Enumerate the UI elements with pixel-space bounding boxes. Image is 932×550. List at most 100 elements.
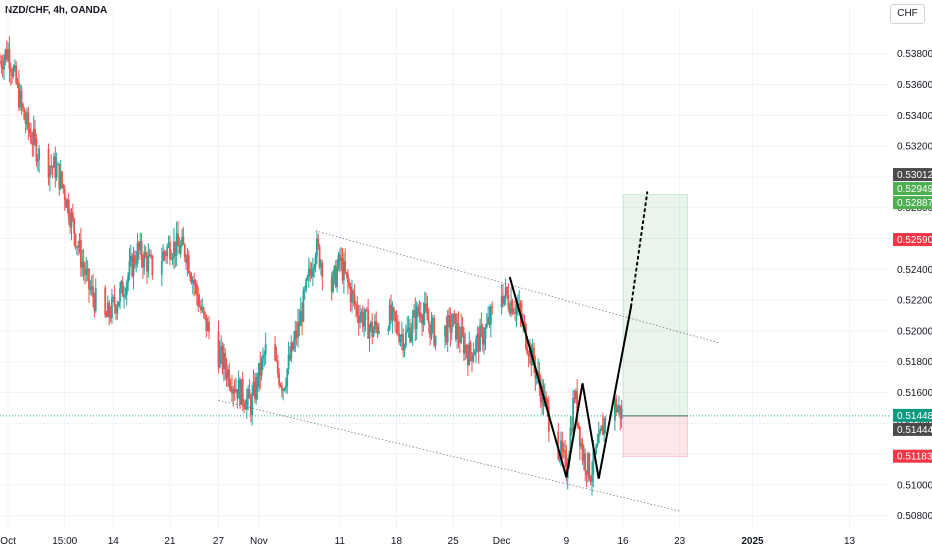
candle-body — [57, 163, 59, 165]
currency-button[interactable]: CHF — [890, 4, 925, 24]
candle-body — [456, 323, 459, 340]
candle-body — [363, 320, 365, 327]
candle-body — [144, 251, 147, 258]
candle-body — [289, 354, 291, 360]
candle-body — [233, 389, 236, 392]
candle-body — [545, 396, 548, 401]
candle-body — [77, 246, 80, 248]
candle-body — [185, 257, 187, 264]
candle-body — [422, 313, 425, 324]
candle-body — [129, 255, 132, 261]
candle-body — [35, 138, 38, 162]
candle-body — [344, 261, 347, 273]
candle-body — [150, 254, 152, 256]
candle-body — [369, 321, 372, 328]
candle-body — [120, 281, 123, 289]
candle-body — [132, 255, 135, 277]
candle-body — [171, 257, 174, 259]
candle-body — [50, 166, 53, 168]
candle-body — [178, 245, 181, 254]
candle-body — [8, 48, 11, 69]
candle-body — [74, 233, 77, 247]
candle-body — [614, 399, 616, 421]
candle-body — [284, 385, 287, 389]
candle-body — [591, 474, 593, 483]
x-tick-label: 16 — [617, 536, 629, 547]
candle-body — [253, 382, 256, 400]
candle-body — [162, 251, 165, 262]
price-label: 0.52590 — [897, 235, 932, 246]
candle-body — [603, 418, 606, 435]
candle-body — [460, 326, 463, 343]
candle-body — [535, 374, 538, 379]
candle-body — [426, 309, 429, 321]
candle-body — [398, 333, 401, 342]
candle-body — [481, 326, 484, 345]
candle-body — [347, 273, 349, 283]
candle-body — [53, 156, 55, 168]
candle-body — [411, 316, 414, 333]
candle-body — [222, 353, 225, 370]
candle-body — [5, 49, 8, 60]
candle-body — [585, 470, 588, 475]
candle-body — [290, 342, 293, 360]
candle-body — [65, 199, 67, 208]
candle-body — [175, 233, 178, 256]
candle-body — [81, 262, 84, 268]
candle-body — [582, 453, 585, 462]
candle-body — [595, 446, 597, 455]
candle-body — [508, 307, 511, 314]
candle-body — [229, 385, 232, 389]
candle-body — [279, 384, 282, 386]
candle-body — [193, 280, 196, 285]
y-tick-label: 0.52400 — [897, 265, 932, 276]
candle-body — [360, 312, 363, 317]
candle-body — [512, 312, 515, 314]
candle-body — [205, 314, 208, 332]
candle-body — [280, 385, 283, 391]
candle-body — [204, 312, 206, 315]
candle-body — [34, 128, 36, 139]
candle-body — [245, 398, 248, 410]
candle-body — [177, 233, 179, 246]
candle-body — [294, 330, 297, 340]
candle-body — [11, 72, 14, 77]
candle-body — [263, 354, 266, 356]
x-tick-label: 25 — [448, 536, 460, 547]
candle-body — [596, 443, 599, 447]
x-tick-label: 21 — [164, 536, 176, 547]
candle-body — [472, 355, 475, 362]
candle-body — [330, 277, 333, 292]
candle-body — [502, 296, 504, 304]
candle-body — [510, 300, 512, 314]
candle-body — [317, 238, 320, 246]
candle-body — [283, 388, 286, 390]
candle-body — [59, 171, 62, 189]
candle-body — [533, 348, 535, 366]
candles — [0, 35, 623, 496]
candle-body — [570, 427, 573, 432]
candle-body — [488, 316, 491, 325]
candle-body — [200, 305, 202, 311]
candle-body — [66, 199, 69, 208]
candle-body — [569, 427, 572, 455]
candle-body — [30, 133, 32, 143]
candle-body — [275, 360, 278, 362]
price-label: 0.51448 — [897, 411, 932, 422]
candle-body — [278, 372, 281, 385]
candle-body — [255, 377, 258, 400]
candle-body — [160, 261, 163, 275]
candle-body — [241, 379, 244, 403]
candle-body — [479, 325, 481, 352]
candle-body — [108, 302, 111, 317]
candle-body — [419, 312, 422, 318]
candle-body — [225, 369, 228, 379]
candle-body — [94, 287, 97, 311]
candle-body — [260, 358, 263, 376]
candle-body — [485, 323, 488, 328]
candle-body — [71, 212, 74, 219]
candle-body — [48, 166, 51, 178]
candle-body — [471, 353, 473, 362]
candle-body — [546, 400, 549, 407]
